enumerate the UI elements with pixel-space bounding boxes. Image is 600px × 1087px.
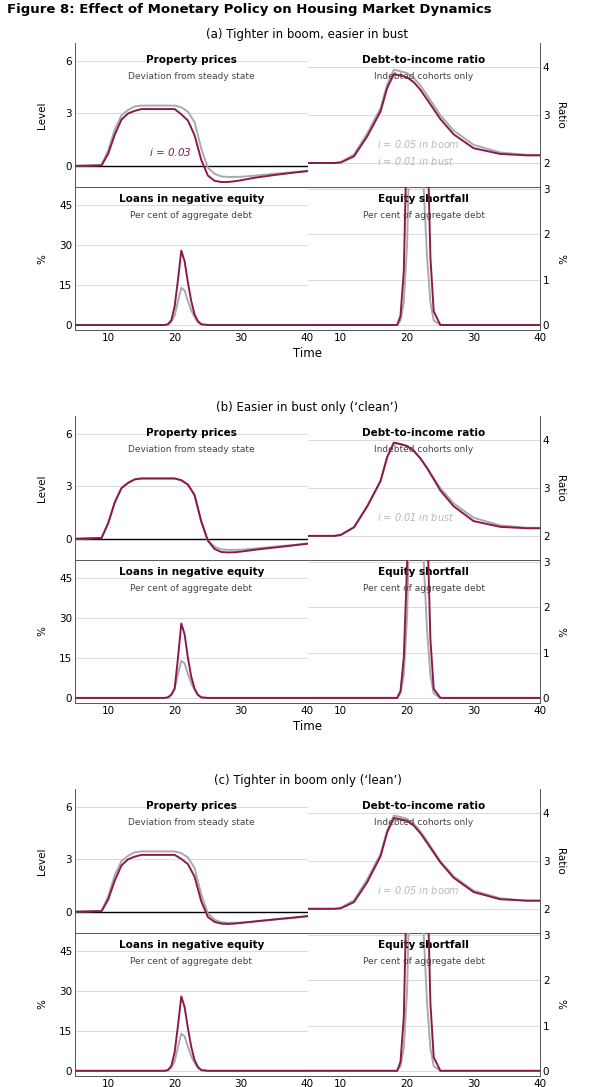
Y-axis label: %: %	[555, 253, 565, 263]
Text: Equity shortfall: Equity shortfall	[379, 940, 469, 950]
Text: Deviation from steady state: Deviation from steady state	[128, 72, 254, 82]
Text: Property prices: Property prices	[146, 428, 236, 438]
Text: Loans in negative equity: Loans in negative equity	[119, 195, 264, 204]
Text: Indebted cohorts only: Indebted cohorts only	[374, 445, 473, 454]
Y-axis label: %: %	[37, 999, 47, 1010]
Text: $i$ = 0.05 in boom: $i$ = 0.05 in boom	[377, 884, 460, 896]
Text: Loans in negative equity: Loans in negative equity	[119, 567, 264, 577]
Y-axis label: Ratio: Ratio	[555, 848, 565, 874]
Y-axis label: Level: Level	[37, 474, 47, 502]
Y-axis label: Ratio: Ratio	[555, 102, 565, 128]
Text: Debt-to-income ratio: Debt-to-income ratio	[362, 428, 485, 438]
Text: Equity shortfall: Equity shortfall	[379, 567, 469, 577]
Text: Per cent of aggregate debt: Per cent of aggregate debt	[363, 584, 485, 594]
Text: Debt-to-income ratio: Debt-to-income ratio	[362, 801, 485, 811]
Text: $i$ = 0.05 in boom: $i$ = 0.05 in boom	[377, 138, 460, 150]
Text: Debt-to-income ratio: Debt-to-income ratio	[362, 55, 485, 65]
Text: Per cent of aggregate debt: Per cent of aggregate debt	[130, 584, 252, 594]
Y-axis label: %: %	[555, 626, 565, 637]
Text: Loans in negative equity: Loans in negative equity	[119, 940, 264, 950]
X-axis label: Time: Time	[293, 347, 322, 360]
Text: Indebted cohorts only: Indebted cohorts only	[374, 819, 473, 827]
Text: $i$ = 0.03: $i$ = 0.03	[149, 147, 192, 159]
Text: Deviation from steady state: Deviation from steady state	[128, 819, 254, 827]
Y-axis label: Level: Level	[37, 847, 47, 875]
Text: Property prices: Property prices	[146, 801, 236, 811]
Text: Property prices: Property prices	[146, 55, 236, 65]
Title: (b) Easier in bust only (‘clean’): (b) Easier in bust only (‘clean’)	[217, 401, 398, 414]
Text: Equity shortfall: Equity shortfall	[379, 195, 469, 204]
Y-axis label: Ratio: Ratio	[555, 475, 565, 501]
Text: Figure 8: Effect of Monetary Policy on Housing Market Dynamics: Figure 8: Effect of Monetary Policy on H…	[7, 3, 492, 16]
Text: Per cent of aggregate debt: Per cent of aggregate debt	[363, 957, 485, 966]
Text: $i$ = 0.01 in bust: $i$ = 0.01 in bust	[377, 155, 455, 167]
Y-axis label: Level: Level	[37, 101, 47, 129]
Y-axis label: %: %	[37, 253, 47, 263]
Text: Per cent of aggregate debt: Per cent of aggregate debt	[130, 957, 252, 966]
Text: Per cent of aggregate debt: Per cent of aggregate debt	[363, 211, 485, 221]
Title: (a) Tighter in boom, easier in bust: (a) Tighter in boom, easier in bust	[206, 28, 409, 41]
X-axis label: Time: Time	[293, 721, 322, 733]
Text: $i$ = 0.01 in bust: $i$ = 0.01 in bust	[377, 511, 455, 523]
Text: Deviation from steady state: Deviation from steady state	[128, 445, 254, 454]
Text: Per cent of aggregate debt: Per cent of aggregate debt	[130, 211, 252, 221]
Y-axis label: %: %	[555, 999, 565, 1010]
Text: Indebted cohorts only: Indebted cohorts only	[374, 72, 473, 82]
Title: (c) Tighter in boom only (‘lean’): (c) Tighter in boom only (‘lean’)	[214, 774, 401, 787]
Y-axis label: %: %	[37, 626, 47, 637]
